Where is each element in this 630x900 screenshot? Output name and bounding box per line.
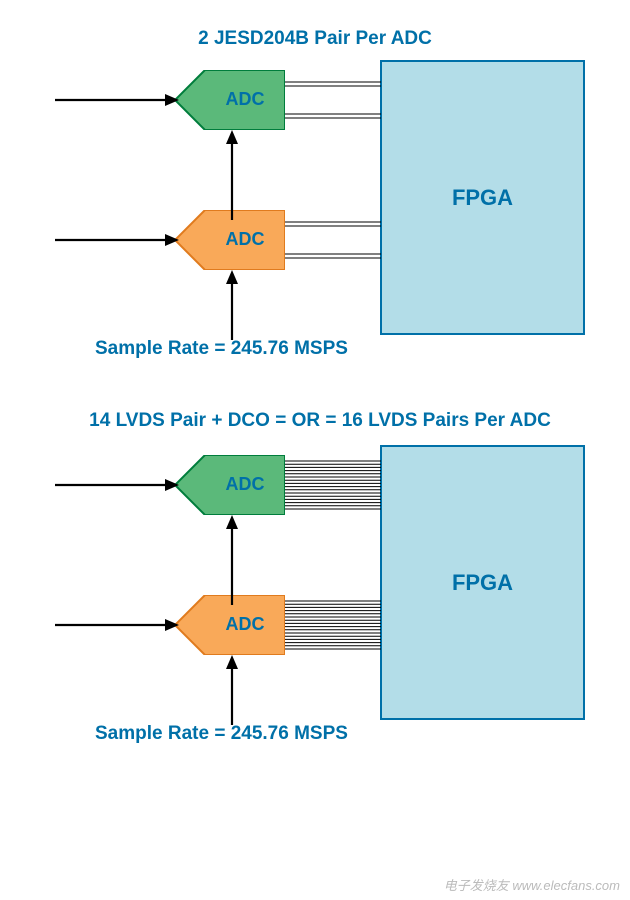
fpga-label-bottom: FPGA — [452, 570, 513, 596]
adc1-top-label: ADC — [215, 89, 275, 110]
clock-arrow-adc1-top — [224, 130, 240, 220]
input-arrow-adc1-top — [55, 92, 180, 108]
input-arrow-adc2-bottom — [55, 617, 180, 633]
title-bottom: 14 LVDS Pair + DCO = OR = 16 LVDS Pairs … — [40, 410, 600, 432]
adc2-top-label: ADC — [215, 229, 275, 250]
data-lines-adc1-top — [285, 78, 381, 124]
sample-rate-top: Sample Rate = 245.76 MSPS — [95, 338, 348, 360]
title-top: 2 JESD204B Pair Per ADC — [150, 28, 480, 50]
data-lines-adc2-bottom — [285, 599, 381, 653]
adc1-bottom-label: ADC — [215, 474, 275, 495]
input-arrow-adc2-top — [55, 232, 180, 248]
clock-arrow-adc2-bottom — [224, 655, 240, 725]
data-lines-adc1-bottom — [285, 459, 381, 513]
adc2-bottom-label: ADC — [215, 614, 275, 635]
fpga-block-top: FPGA — [380, 60, 585, 335]
sample-rate-bottom: Sample Rate = 245.76 MSPS — [95, 723, 348, 745]
data-lines-adc2-top — [285, 218, 381, 264]
fpga-block-bottom: FPGA — [380, 445, 585, 720]
fpga-label-top: FPGA — [452, 185, 513, 211]
input-arrow-adc1-bottom — [55, 477, 180, 493]
clock-arrow-adc1-bottom — [224, 515, 240, 605]
watermark: 电子发烧友 www.elecfans.com — [444, 875, 620, 894]
clock-arrow-adc2-top — [224, 270, 240, 340]
